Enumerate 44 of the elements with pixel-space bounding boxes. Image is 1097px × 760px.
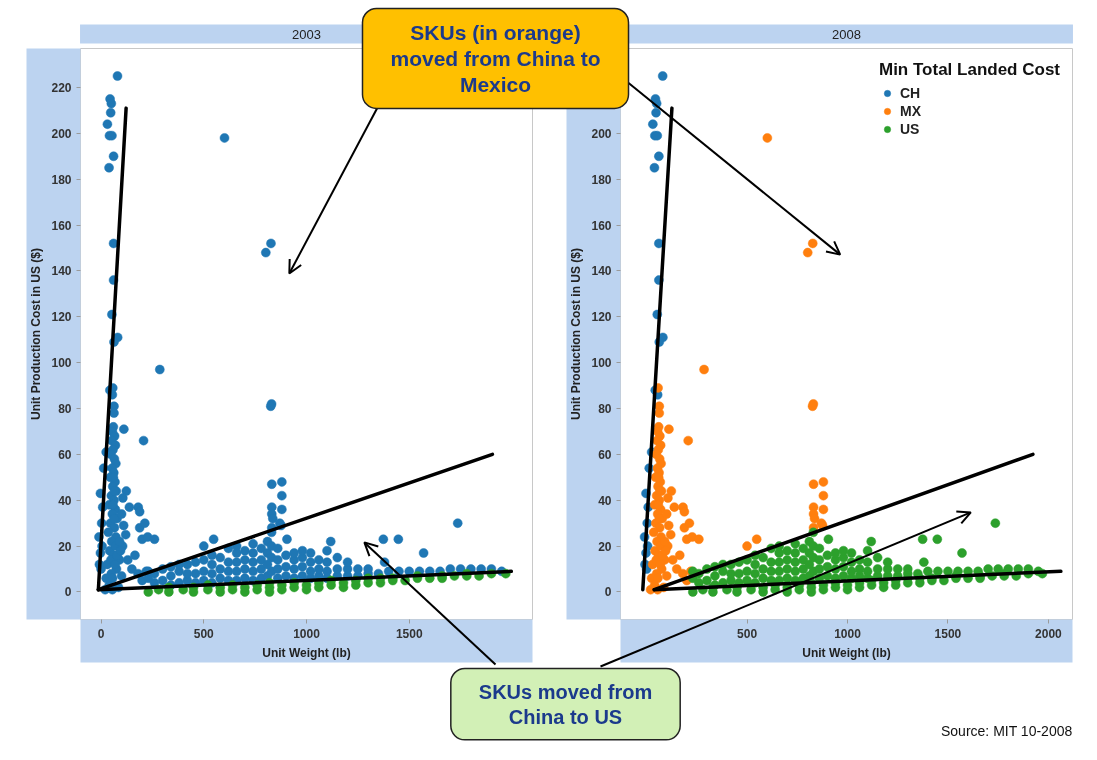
x-tick-label: 2000 bbox=[1035, 626, 1063, 641]
legend-label: MX bbox=[899, 103, 921, 119]
y-tick-label: 80 bbox=[598, 402, 612, 417]
y-axis-title: Unit Production Cost in US ($) bbox=[569, 248, 584, 420]
y-tick-label: 0 bbox=[604, 585, 612, 600]
x-tick-label: 500 bbox=[193, 626, 215, 641]
chart-title: 2008 bbox=[832, 26, 861, 42]
y-tick-label: 20 bbox=[58, 539, 72, 554]
y-tick-label: 100 bbox=[51, 356, 72, 371]
x-tick-label: 500 bbox=[737, 626, 758, 641]
y-tick-label: 220 bbox=[51, 80, 72, 95]
y-tick-label: 140 bbox=[591, 264, 612, 279]
y-tick-label: 180 bbox=[51, 172, 72, 187]
x-tick-label: 1500 bbox=[934, 626, 962, 641]
x-axis-title: Unit Weight (lb) bbox=[802, 645, 891, 660]
y-tick-label: 140 bbox=[51, 264, 72, 279]
y-tick-label: 180 bbox=[591, 172, 612, 187]
y-tick-label: 200 bbox=[591, 126, 612, 141]
y-tick-label: 40 bbox=[58, 493, 72, 508]
legend-title: Min Total Landed Cost bbox=[878, 60, 1060, 80]
x-tick-label: 1500 bbox=[395, 626, 423, 641]
annotation: SKUs (in orange) moved from China to Mexico bbox=[390, 20, 601, 97]
y-tick-label: 80 bbox=[58, 402, 72, 417]
y-tick-label: 100 bbox=[591, 356, 612, 371]
legend-label: CH bbox=[899, 85, 921, 101]
legend-label: US bbox=[899, 121, 920, 137]
y-tick-label: 160 bbox=[51, 218, 72, 233]
x-axis-title: Unit Weight (lb) bbox=[262, 645, 351, 660]
y-tick-label: 120 bbox=[51, 310, 72, 325]
y-axis-title: Unit Production Cost in US ($) bbox=[29, 248, 44, 420]
y-tick-label: 160 bbox=[591, 218, 612, 233]
y-tick-label: 40 bbox=[598, 493, 612, 508]
y-tick-label: 60 bbox=[58, 447, 72, 462]
source-note: Source: MIT 10-2008 bbox=[940, 722, 1073, 739]
chart-title: 2003 bbox=[292, 26, 321, 42]
y-tick-label: 200 bbox=[51, 126, 72, 141]
y-tick-label: 120 bbox=[591, 310, 612, 325]
y-tick-label: 20 bbox=[598, 539, 612, 554]
x-tick-label: 1000 bbox=[293, 626, 321, 641]
x-tick-label: 0 bbox=[97, 626, 105, 641]
y-tick-label: 60 bbox=[598, 447, 612, 462]
text: SKUs moved from China to US bbox=[478, 680, 653, 728]
x-tick-label: 1000 bbox=[834, 626, 862, 641]
y-tick-label: 0 bbox=[64, 585, 72, 600]
